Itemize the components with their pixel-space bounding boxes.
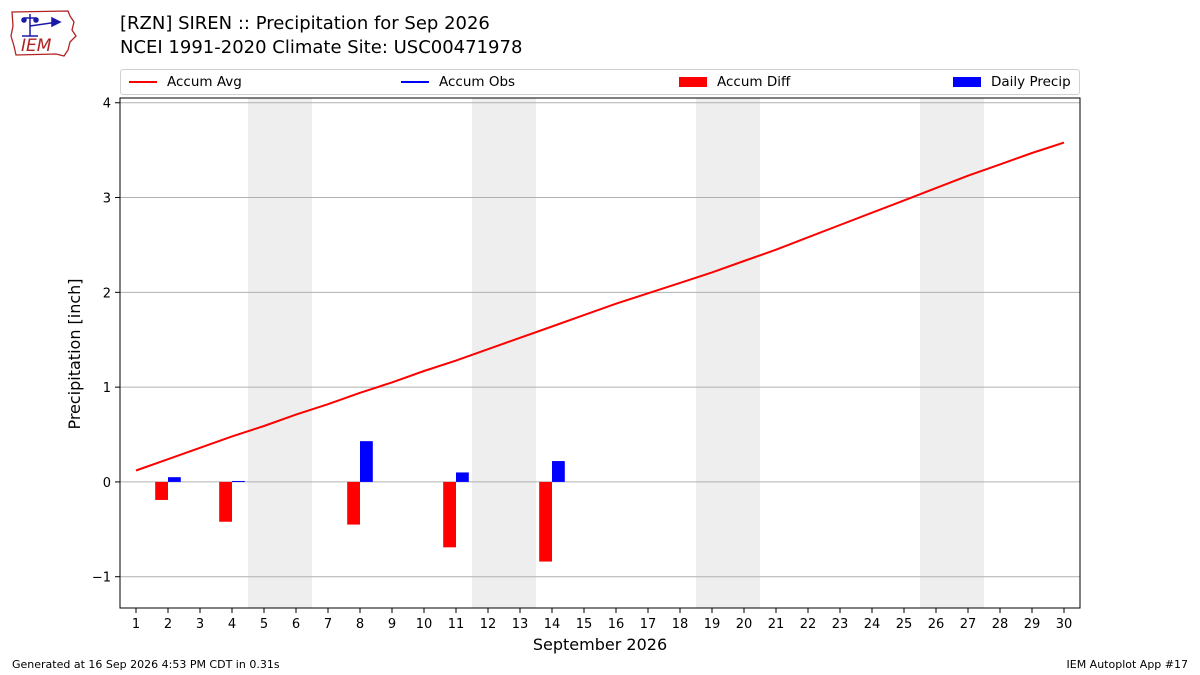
legend-item-daily-precip: Daily Precip: [953, 70, 1071, 94]
generated-timestamp: Generated at 16 Sep 2026 4:53 PM CDT in …: [12, 658, 280, 671]
accum-avg-line: [135, 141, 1065, 472]
x-tick-label: 30: [1056, 617, 1073, 632]
x-tick-label: 5: [260, 617, 268, 632]
legend-swatch-accum-obs: [401, 81, 429, 83]
legend-label-accum-obs: Accum Obs: [439, 74, 516, 90]
weather-station-icon: [21, 14, 62, 37]
weekend-shade-1: [248, 98, 312, 608]
x-tick-label: 19: [704, 617, 721, 632]
iem-logo: IEM: [8, 6, 80, 58]
daily-precip-bar: [552, 461, 565, 482]
x-tick-label: 26: [928, 617, 945, 632]
legend-item-accum-avg: Accum Avg: [129, 70, 242, 94]
daily-precip-bar: [232, 480, 245, 482]
chart-legend: Accum Avg Accum Obs Accum Diff Daily Pre…: [120, 69, 1080, 95]
y-tick-label: 0: [103, 476, 111, 491]
x-tick-label: 14: [544, 617, 561, 632]
daily-precip-bar: [168, 477, 181, 482]
accum-diff-bar: [155, 481, 168, 500]
weekend-shade-2: [472, 98, 536, 608]
x-tick-label: 13: [512, 617, 529, 632]
y-tick-label: 2: [103, 286, 111, 301]
x-tick-label: 9: [388, 617, 396, 632]
x-tick-label: 8: [356, 617, 364, 632]
x-tick-label: 4: [228, 617, 236, 632]
chart-subtitle: NCEI 1991-2020 Climate Site: USC00471978: [120, 37, 523, 58]
x-tick-label: 18: [672, 617, 689, 632]
accum-diff-bar: [219, 481, 232, 522]
x-tick-label: 17: [640, 617, 657, 632]
x-tick-label: 29: [1024, 617, 1041, 632]
y-tick-label: −1: [92, 571, 111, 586]
plot-frame: [119, 97, 1081, 609]
x-tick-label: 2: [164, 617, 172, 632]
x-tick-label: 23: [832, 617, 849, 632]
x-tick-label: 6: [292, 617, 300, 632]
y-tick-label: 3: [103, 192, 111, 207]
weekend-shade-3: [696, 98, 760, 608]
daily-precip-bar: [360, 441, 373, 482]
daily-precip-bar: [456, 472, 469, 482]
x-tick-label: 11: [448, 617, 465, 632]
x-tick-label: 20: [736, 617, 753, 632]
legend-item-accum-obs: Accum Obs: [401, 70, 515, 94]
legend-swatch-accum-diff: [679, 77, 707, 87]
y-tick-label: 1: [103, 381, 111, 396]
x-tick-label: 12: [480, 617, 497, 632]
x-tick-label: 1: [132, 617, 140, 632]
x-tick-label: 24: [864, 617, 881, 632]
x-tick-label: 3: [196, 617, 204, 632]
x-tick-label: 25: [896, 617, 913, 632]
legend-item-accum-diff: Accum Diff: [679, 70, 790, 94]
x-tick-label: 28: [992, 617, 1009, 632]
y-tick-label: 4: [103, 97, 111, 112]
y-axis-label: Precipitation [inch]: [65, 278, 84, 429]
chart-title: [RZN] SIREN :: Precipitation for Sep 202…: [120, 13, 490, 34]
legend-label-accum-diff: Accum Diff: [717, 74, 791, 90]
x-tick-label: 15: [576, 617, 593, 632]
x-tick-label: 10: [416, 617, 433, 632]
x-tick-label: 21: [768, 617, 785, 632]
x-tick-label: 7: [324, 617, 332, 632]
svg-text:IEM: IEM: [21, 36, 52, 56]
accum-diff-bar: [443, 481, 456, 548]
iowa-outline-icon: [10, 10, 77, 57]
x-tick-label: 16: [608, 617, 625, 632]
x-tick-label: 27: [960, 617, 977, 632]
accum-diff-bar: [347, 481, 360, 525]
x-tick-label: 22: [800, 617, 817, 632]
accum-diff-bar: [539, 481, 552, 562]
legend-label-daily-precip: Daily Precip: [991, 74, 1071, 90]
x-axis-label: September 2026: [533, 635, 667, 654]
legend-label-accum-avg: Accum Avg: [167, 74, 242, 90]
app-id: IEM Autoplot App #17: [1066, 658, 1189, 671]
weekend-shade-4: [920, 98, 984, 608]
legend-swatch-accum-avg: [129, 81, 157, 83]
legend-swatch-daily-precip: [953, 77, 981, 87]
